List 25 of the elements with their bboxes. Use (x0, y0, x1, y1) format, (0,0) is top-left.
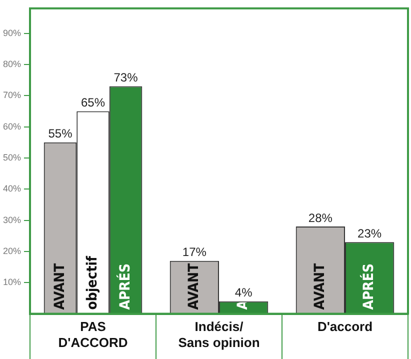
text: APRÉS (361, 263, 378, 310)
x-tick-label: Indécis/ Sans opinion (178, 319, 260, 350)
data-label: 73% (114, 70, 138, 85)
y-tick-label: 40% (3, 184, 22, 194)
y-tick-label: 60% (3, 121, 22, 132)
series-label: AVANT (186, 262, 202, 310)
data-label: 17% (182, 245, 207, 260)
data-label: 28% (308, 210, 333, 225)
data-label: 65% (80, 96, 106, 110)
data-label: 55% (48, 126, 73, 141)
x-tick-label: PAS D'ACCORD (58, 319, 128, 350)
data-label: 4% (234, 286, 253, 300)
y-tick-label: 80% (3, 58, 22, 69)
y-tick-label: 90% (3, 28, 22, 38)
y-tick-label: 10% (3, 277, 22, 288)
y-tick-label: 50% (3, 152, 22, 162)
x-tick-label: D'accord (317, 319, 373, 334)
data-label: 23% (358, 226, 382, 240)
y-tick-label: 70% (3, 90, 22, 100)
y-tick-label: 20% (3, 246, 22, 256)
series-label: APRÉS (116, 263, 134, 310)
text: AVANT (52, 263, 68, 310)
y-tick-label: 30% (3, 214, 22, 225)
text: AVANT (312, 263, 328, 310)
series-label: objectif (84, 255, 101, 310)
